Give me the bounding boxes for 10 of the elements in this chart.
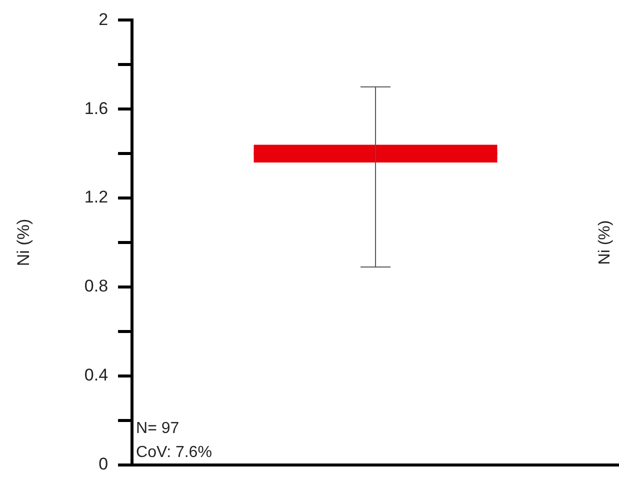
y-tick-label: 2 [98,10,108,29]
y-tick-label: 1.6 [84,98,108,118]
annotation: N= 97 [136,420,180,437]
y-tick-label: 0.8 [84,276,108,296]
annotation: Ni (%) [596,220,614,265]
y-axis-title: Ni (%) [14,218,33,266]
y-tick-label: 0.4 [84,366,108,385]
y-tick-label: 0 [98,454,108,474]
y-tick-label: 1.2 [84,188,108,207]
annotation: CoV: 7.6% [136,444,212,461]
